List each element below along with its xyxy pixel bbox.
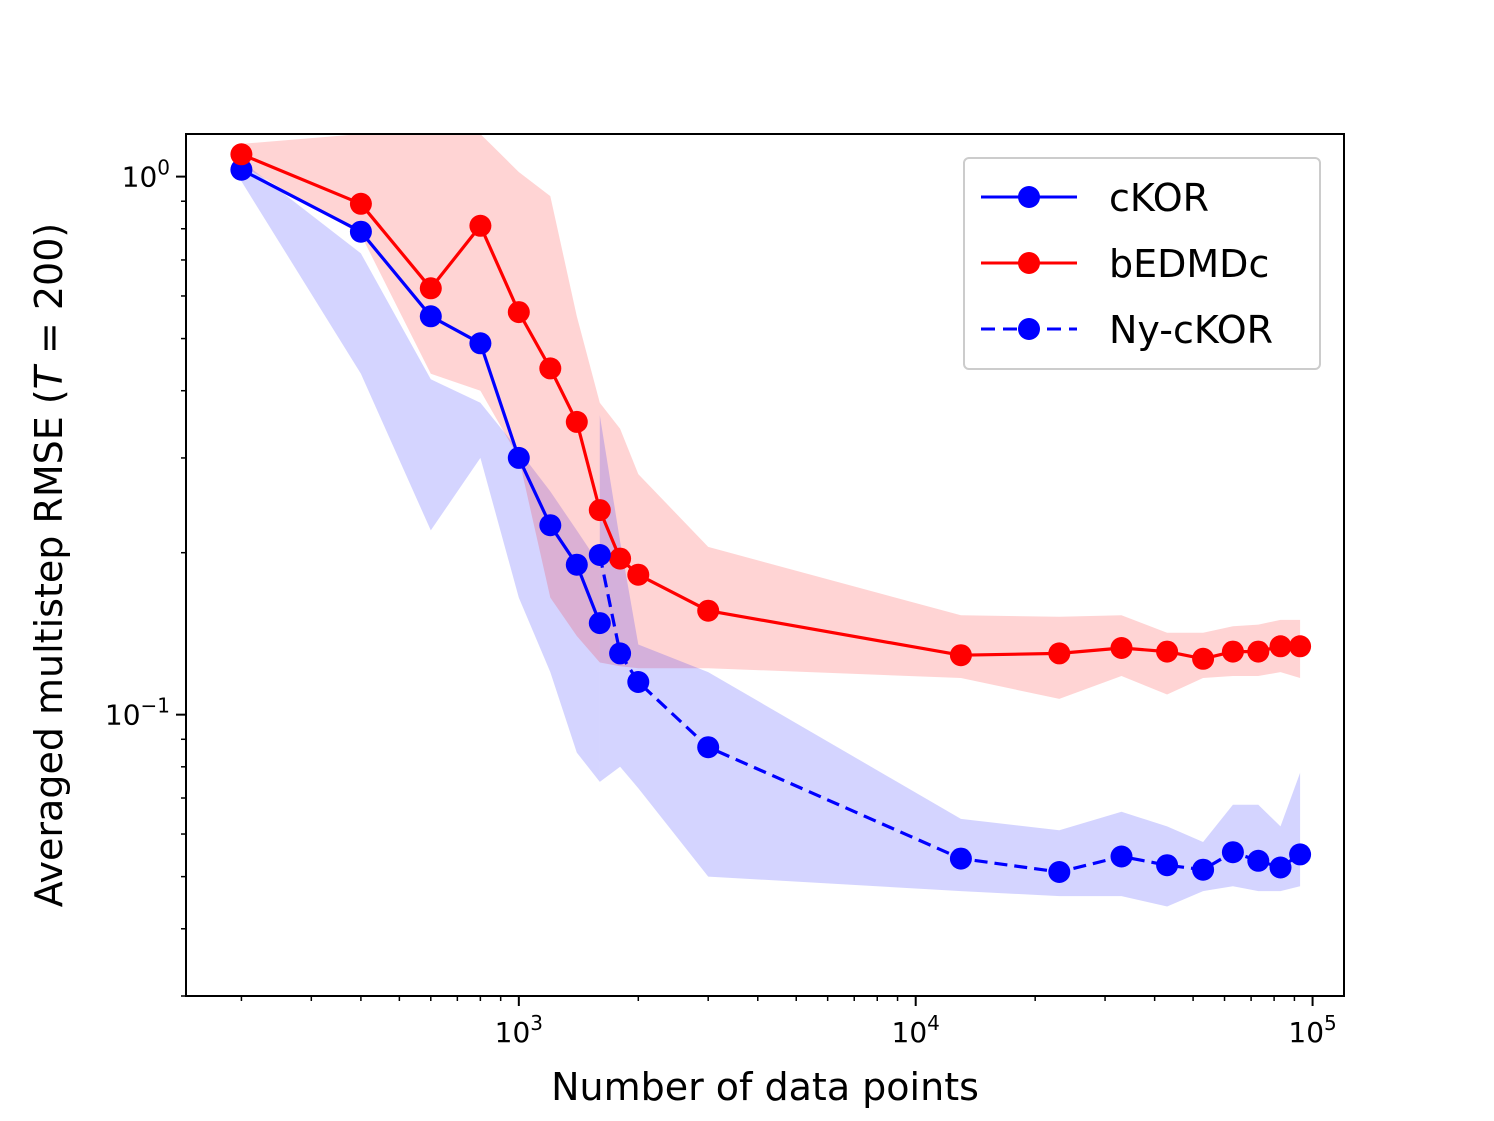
point-bedmdc xyxy=(697,599,720,622)
point-bedmdc xyxy=(1048,642,1071,665)
point-bedmdc xyxy=(1289,635,1312,658)
confidence-bands xyxy=(241,134,1301,907)
point-ny-ckor xyxy=(1269,856,1292,879)
band-ny-ckor xyxy=(599,415,1301,907)
plot-frame xyxy=(185,133,1345,997)
point-bedmdc xyxy=(1221,640,1244,663)
point-bedmdc xyxy=(507,301,530,324)
point-ny-ckor xyxy=(1192,858,1215,881)
point-bedmdc xyxy=(1110,637,1133,659)
x-tick-label: 105 xyxy=(1288,1011,1336,1049)
band-bedmdc xyxy=(241,134,1301,699)
y-tick-label: 10−1 xyxy=(105,694,170,732)
legend-entry-ny-ckor: Ny-cKOR xyxy=(965,299,1319,359)
legend-swatch-bedmdc xyxy=(981,252,1077,274)
point-ny-ckor xyxy=(1221,841,1244,864)
legend-swatch-ny-ckor xyxy=(981,318,1077,340)
point-ny-ckor xyxy=(627,671,650,693)
point-bedmdc xyxy=(1269,635,1292,658)
point-ckor xyxy=(588,612,611,635)
point-bedmdc xyxy=(1192,647,1215,670)
legend-entry-ckor: cKOR xyxy=(965,167,1319,227)
legend-swatch-ckor xyxy=(981,186,1077,208)
legend-entry-bedmdc: bEDMDc xyxy=(965,233,1319,293)
point-ny-ckor xyxy=(1289,843,1312,866)
point-bedmdc xyxy=(230,143,253,166)
x-tick-label: 103 xyxy=(495,1011,543,1049)
point-bedmdc xyxy=(949,644,972,667)
point-bedmdc xyxy=(1156,640,1179,663)
point-bedmdc xyxy=(588,499,611,522)
legend: cKOR bEDMDc Ny-cKOR xyxy=(963,157,1321,370)
y-tick-label: 100 xyxy=(122,156,170,194)
point-ny-ckor xyxy=(1048,861,1071,883)
point-bedmdc xyxy=(627,563,650,586)
point-ny-ckor xyxy=(1247,849,1270,872)
legend-label-bedmdc: bEDMDc xyxy=(1109,242,1270,286)
point-bedmdc xyxy=(609,547,632,570)
point-bedmdc xyxy=(565,410,588,433)
y-axis-ticks: 100 10−1 xyxy=(105,156,186,997)
point-bedmdc xyxy=(419,277,442,300)
point-ny-ckor xyxy=(1156,854,1179,877)
x-axis-label: Number of data points xyxy=(551,1065,979,1109)
legend-label-ckor: cKOR xyxy=(1109,176,1210,220)
band-ckor xyxy=(241,160,600,782)
point-ny-ckor xyxy=(1110,845,1133,868)
series-markers xyxy=(230,143,1312,883)
point-bedmdc xyxy=(349,192,372,215)
point-ckor xyxy=(469,332,492,355)
point-ny-ckor xyxy=(609,642,632,665)
x-axis-ticks: 103 104 105 xyxy=(240,996,1337,1049)
y-axis-label: Averaged multistep RMSE (T = 200) xyxy=(27,223,71,907)
point-ckor xyxy=(419,305,442,328)
legend-label-ny-ckor: Ny-cKOR xyxy=(1109,308,1274,352)
point-bedmdc xyxy=(469,214,492,237)
x-tick-label: 104 xyxy=(892,1011,940,1049)
point-ckor xyxy=(349,220,372,243)
point-bedmdc xyxy=(539,357,562,380)
point-ny-ckor xyxy=(588,544,611,566)
point-ckor xyxy=(539,514,562,537)
point-ckor xyxy=(507,446,530,469)
point-ckor xyxy=(230,158,253,181)
point-bedmdc xyxy=(1247,640,1270,663)
point-ny-ckor xyxy=(949,847,972,870)
point-ckor xyxy=(565,553,588,576)
point-ny-ckor xyxy=(697,736,720,759)
